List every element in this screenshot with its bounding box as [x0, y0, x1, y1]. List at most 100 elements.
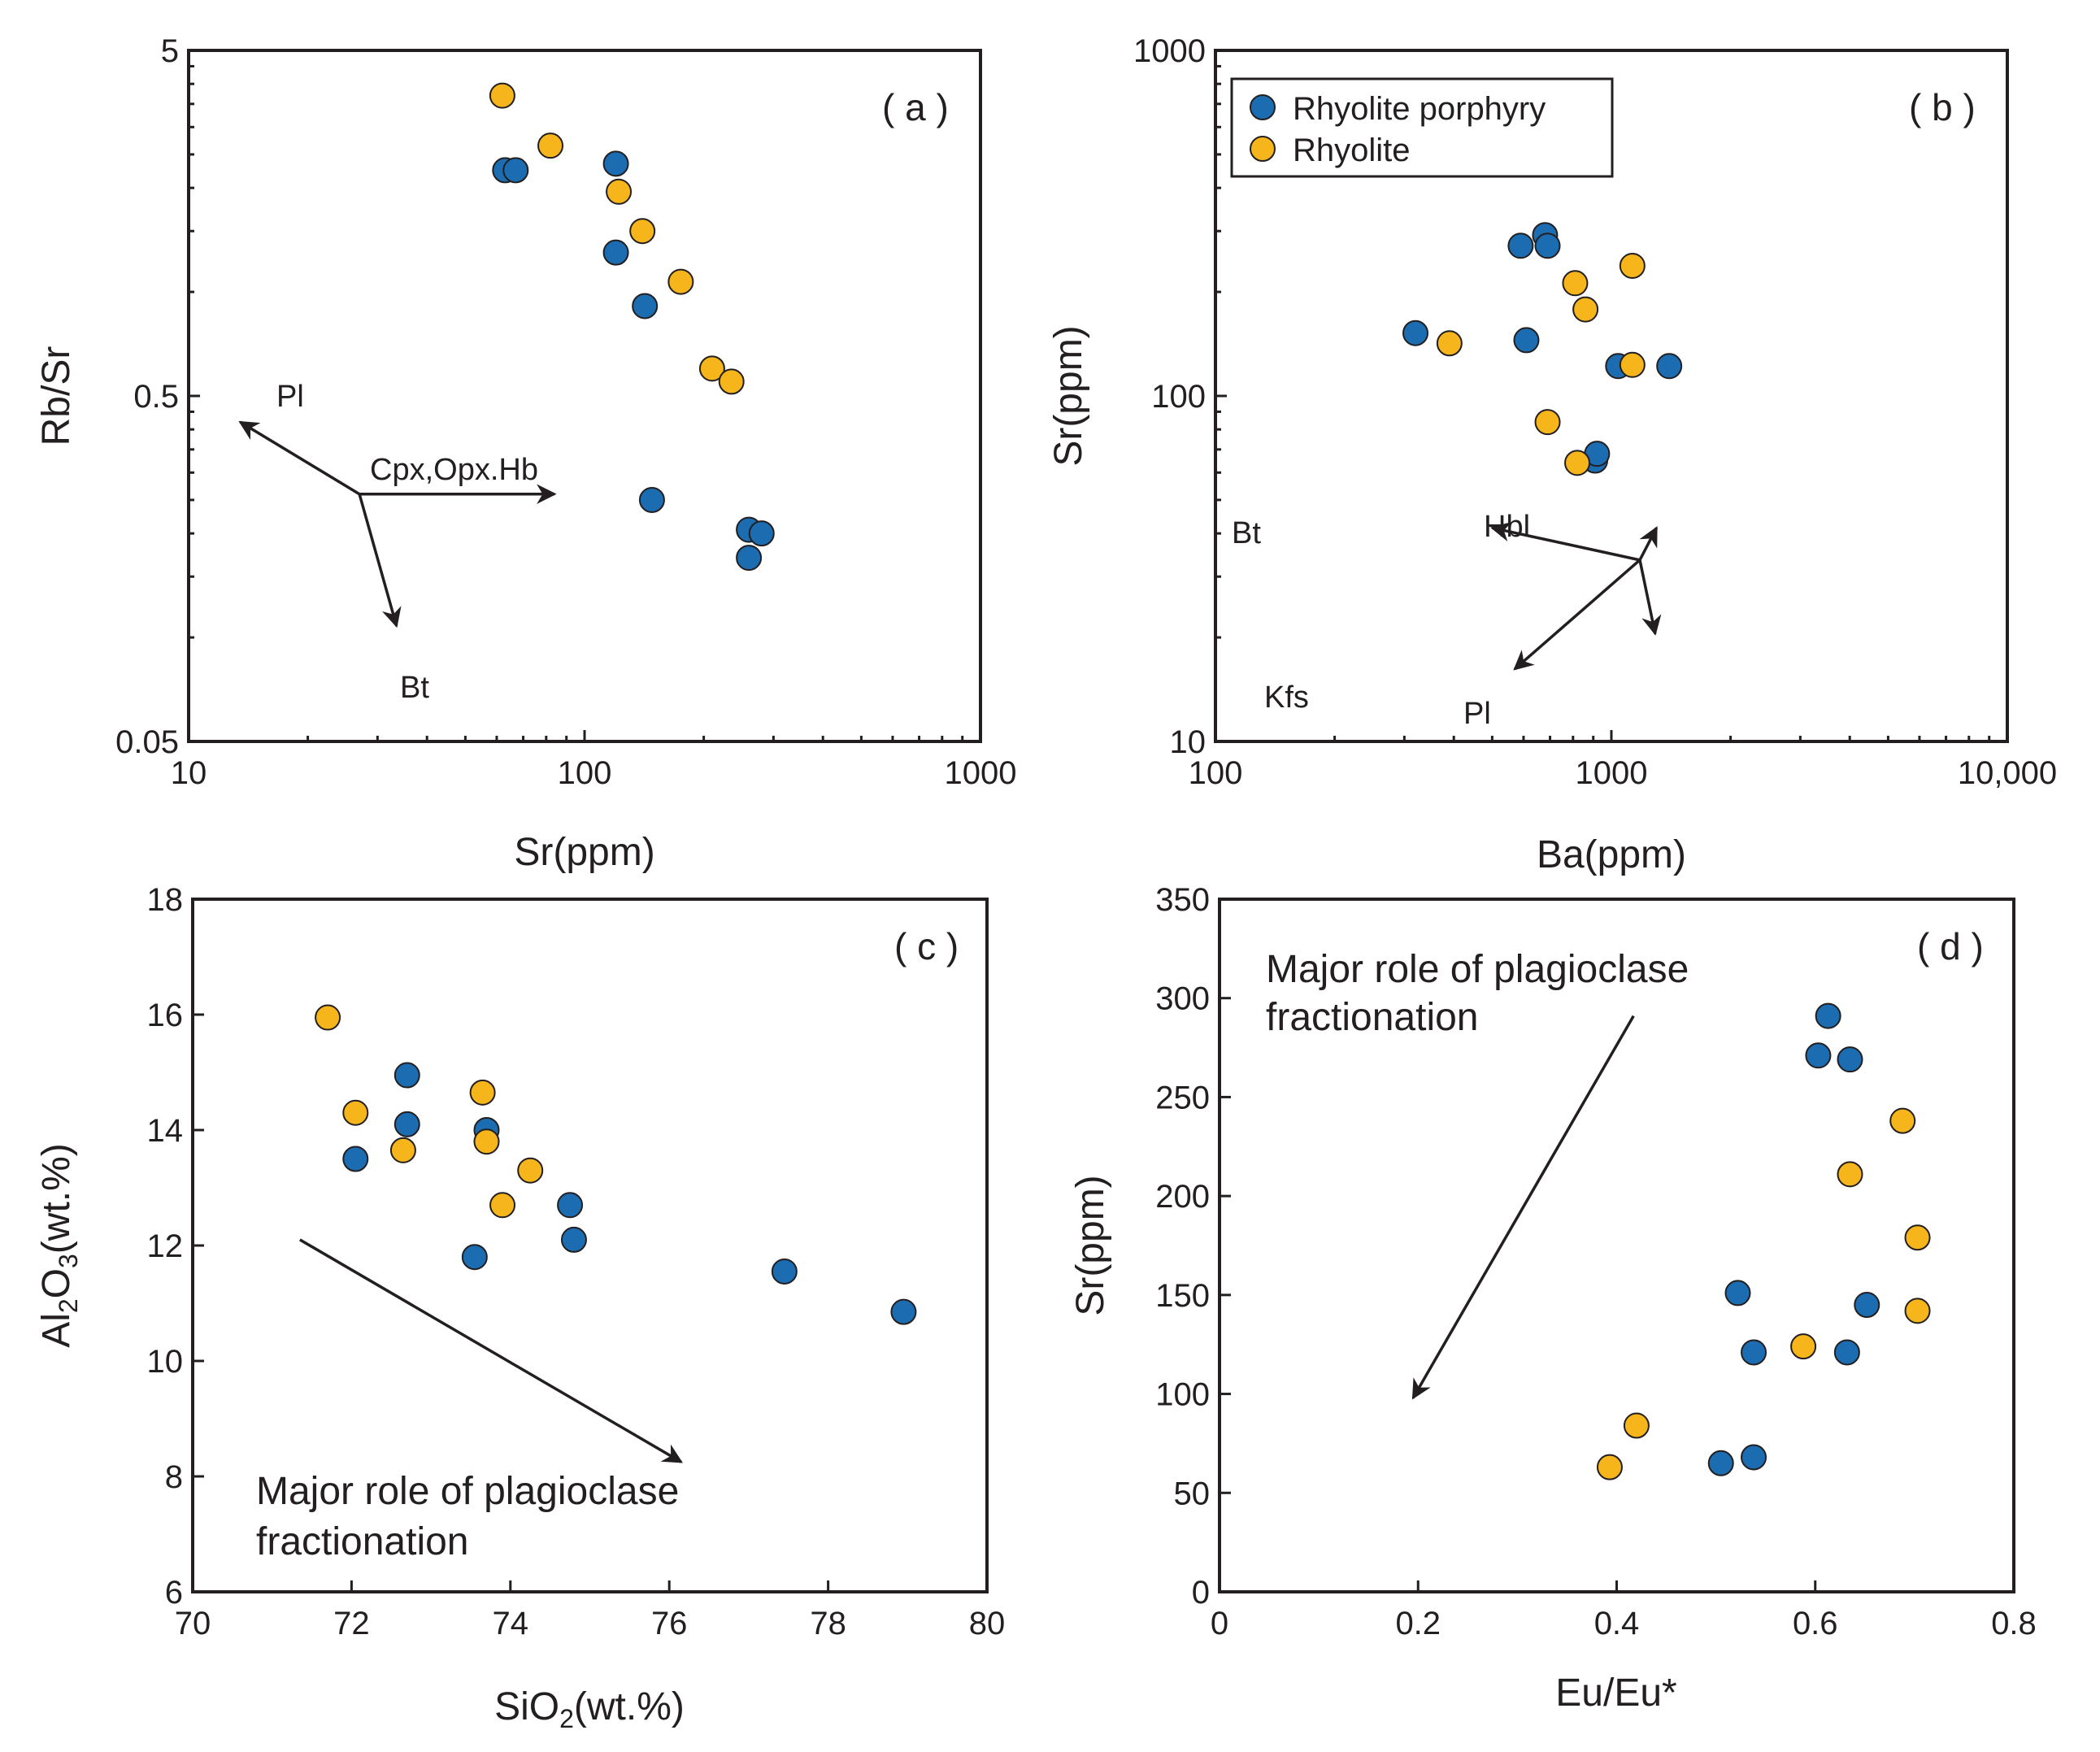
panel-d-xtick-label: 0.4 — [1594, 1606, 1640, 1641]
panel-b-label: ( b ) — [1909, 86, 1976, 128]
panel-c-trend-arrow — [299, 1238, 683, 1463]
panel-c-point-rhyolite-porphyry — [393, 1062, 420, 1089]
panel-c-point-rhyolite — [315, 1004, 341, 1031]
panel-b-point-rhyolite — [1436, 330, 1463, 357]
panel-a-point-rhyolite-porphyry — [602, 239, 629, 266]
panel-b-xlabel: Ba(ppm) — [1537, 833, 1686, 876]
panel-d-point-rhyolite — [1889, 1107, 1916, 1134]
panel-d-point-rhyolite-porphyry — [1741, 1444, 1767, 1471]
panel-a-point-rhyolite-porphyry — [638, 486, 665, 513]
panel-b-point-rhyolite-porphyry — [1534, 233, 1561, 259]
panel-b-point-rhyolite — [1619, 252, 1646, 279]
panel-a-xtick-label: 100 — [558, 755, 612, 791]
panel-a-ytick-label: 0.05 — [115, 724, 179, 760]
panel-b-point-rhyolite — [1572, 296, 1599, 323]
panel-a-point-rhyolite — [537, 133, 564, 159]
panel-c-ylabel: Al2O3(wt.%) — [35, 1143, 83, 1348]
panel-b-ytick-label: 100 — [1151, 379, 1206, 415]
panel-c-xtick-label: 76 — [651, 1606, 688, 1641]
panel-a-point-rhyolite-porphyry — [502, 157, 529, 184]
panel-a-vectors: Pl Cpx,Opx.Hb Bt — [238, 380, 557, 705]
panel-a-vector-arrow — [238, 420, 360, 496]
panel-d-xtick-label: 0.8 — [1991, 1606, 2037, 1641]
panel-a: 10 100 1000 0.05 0.5 5 Pl Cpx,Opx.Hb Bt ( a ) S… — [35, 33, 1016, 874]
panel-d-ytick-label: 350 — [1155, 882, 1210, 918]
panel-a-vector-arrow — [358, 493, 402, 628]
panel-c-xtick-label: 70 — [175, 1606, 211, 1641]
panel-d-point-rhyolite — [1790, 1333, 1817, 1360]
panel-b-xtick-label: 1000 — [1576, 755, 1648, 791]
panel-d-point-rhyolite — [1596, 1454, 1623, 1480]
panel-c-point-rhyolite — [473, 1128, 500, 1155]
panel-a-label: ( a ) — [882, 86, 949, 128]
panel-a-point-rhyolite — [667, 268, 694, 295]
panel-b-point-rhyolite-porphyry — [1507, 233, 1534, 259]
legend-box — [1230, 77, 1614, 178]
panel-b-point-rhyolite — [1534, 409, 1561, 436]
panel-c-point-rhyolite-porphyry — [557, 1192, 584, 1219]
panel-d-note-line1: Major role of plagioclase — [1266, 948, 1689, 991]
panel-c-ytick-label: 16 — [147, 998, 184, 1033]
panel-c-ytick-label: 18 — [147, 882, 184, 918]
panel-a-point-rhyolite — [489, 82, 515, 109]
panel-b-points — [1402, 222, 1683, 476]
panel-c-point-rhyolite-porphyry — [890, 1298, 917, 1325]
panel-c-xtick-label: 74 — [493, 1606, 529, 1641]
panel-a-point-rhyolite — [606, 178, 633, 205]
panel-b-point-rhyolite-porphyry — [1656, 353, 1683, 380]
panel-b-point-rhyolite-porphyry — [1513, 327, 1540, 354]
panel-a-point-rhyolite — [718, 368, 745, 395]
panel-d-trend-arrow — [1411, 1015, 1635, 1400]
panel-d-point-rhyolite-porphyry — [1724, 1280, 1751, 1306]
panel-c-point-rhyolite — [342, 1099, 369, 1126]
panel-d-point-rhyolite-porphyry — [1854, 1292, 1880, 1319]
legend-marker-rhyolite — [1250, 136, 1276, 162]
panel-b-vector-arrow — [1490, 522, 1641, 562]
panel-c-point-rhyolite-porphyry — [560, 1226, 587, 1253]
panel-d-point-rhyolite — [1623, 1412, 1650, 1439]
panel-d: 0 0.2 0.4 0.6 0.8 0 50 100 150 200 250 300 350 ( d )… — [1069, 882, 2037, 1715]
panel-c-point-rhyolite-porphyry — [393, 1111, 420, 1137]
panel-a-ticks: 10 100 1000 0.05 0.5 5 — [115, 33, 1016, 791]
panel-d-label: ( d ) — [1917, 925, 1984, 967]
panel-b-vector-label: Hbl — [1484, 510, 1530, 544]
panel-c-ytick-label: 10 — [147, 1344, 184, 1380]
panel-c-ytick-label: 12 — [147, 1228, 184, 1264]
panel-c-arrow — [299, 1238, 683, 1463]
panel-d-point-rhyolite-porphyry — [1837, 1046, 1863, 1073]
panel-b-vector-label: Kfs — [1264, 680, 1309, 715]
panel-b-vectors: Bt Hbl Kfs Pl — [1232, 510, 1662, 731]
panel-d-point-rhyolite — [1837, 1161, 1863, 1188]
panel-c-note-line2: fractionation — [256, 1520, 469, 1563]
panel-d-point-rhyolite-porphyry — [1805, 1042, 1832, 1069]
panel-a-xtick-label: 1000 — [945, 755, 1017, 791]
panel-d-ticks: 0 0.2 0.4 0.6 0.8 0 50 100 150 200 250 300 350 — [1155, 882, 2037, 1641]
panel-d-ytick-label: 200 — [1155, 1179, 1210, 1215]
panel-d-xlabel: Eu/Eu* — [1555, 1672, 1676, 1715]
panel-d-note-line2: fractionation — [1266, 996, 1479, 1039]
panel-b-ytick-label: 10 — [1170, 724, 1207, 760]
panel-a-xlabel: Sr(ppm) — [514, 831, 654, 874]
panel-c-point-rhyolite — [489, 1192, 516, 1219]
panel-d-points — [1596, 1002, 1931, 1480]
panel-c-ticks: 70 72 74 76 78 80 6 8 10 12 14 16 18 — [147, 882, 1006, 1641]
panel-c-xlabel: SiO2(wt.%) — [494, 1685, 685, 1733]
panel-d-ytick-label: 150 — [1155, 1278, 1210, 1314]
panel-d-ytick-label: 100 — [1155, 1377, 1210, 1413]
panel-a-points — [489, 82, 775, 572]
panel-a-point-rhyolite — [629, 218, 656, 245]
panel-c-ytick-label: 8 — [165, 1459, 183, 1495]
panel-b-vector-arrow — [1638, 526, 1659, 561]
panel-c-point-rhyolite — [517, 1157, 544, 1184]
panel-c-xtick-label: 78 — [810, 1606, 846, 1641]
legend-label-rhyolite: Rhyolite — [1293, 133, 1411, 168]
panel-d-ytick-label: 50 — [1174, 1476, 1211, 1511]
panel-b-vector-label: Bt — [1232, 516, 1261, 550]
panel-c-point-rhyolite-porphyry — [461, 1244, 488, 1271]
legend-marker-rhyolite-porphyry — [1250, 94, 1276, 120]
panel-b-vector-label: Pl — [1463, 697, 1491, 731]
panel-a-vector-label: Bt — [400, 671, 429, 705]
panel-d-point-rhyolite-porphyry — [1707, 1450, 1734, 1476]
